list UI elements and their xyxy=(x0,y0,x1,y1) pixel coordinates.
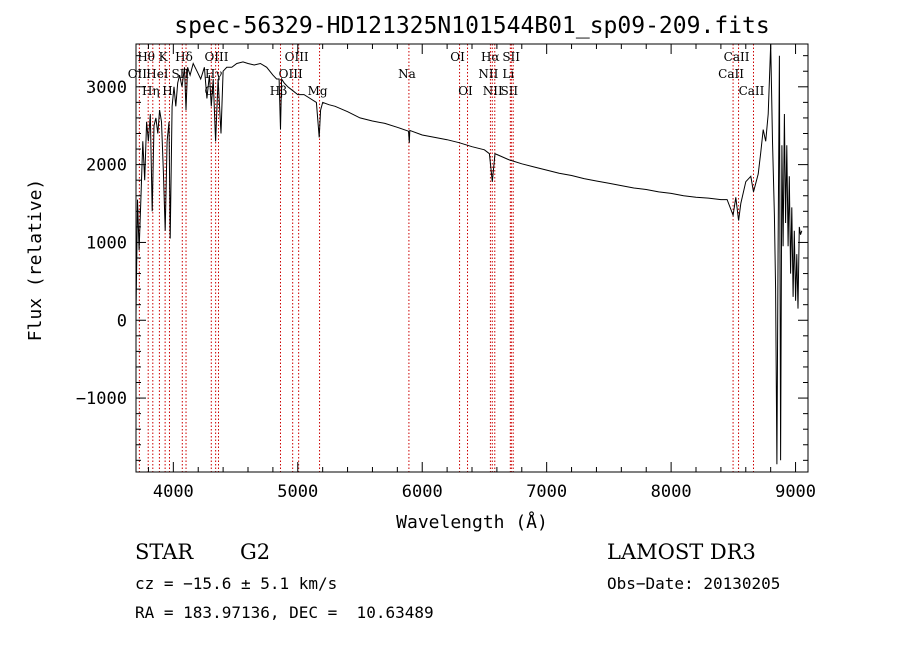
y-tick-label: 3000 xyxy=(86,78,127,98)
x-tick-label: 9000 xyxy=(775,482,816,502)
line-marker-label: H xyxy=(162,84,172,98)
plot-frame xyxy=(135,43,809,473)
line-marker-label: G xyxy=(204,84,214,98)
line-marker-label: CaII xyxy=(739,84,765,98)
object-class: STAR xyxy=(135,540,194,564)
y-tick-label: 2000 xyxy=(86,156,127,176)
chart-title: spec-56329-HD121325N101544B01_sp09-209.f… xyxy=(174,13,769,39)
x-tick-label: 4000 xyxy=(153,482,194,502)
redshift-velocity: cz = −15.6 ± 5.1 km/s xyxy=(135,574,338,593)
line-marker-label: CaII xyxy=(718,67,744,81)
line-marker-label: SII xyxy=(500,84,518,98)
line-marker-label: OIII xyxy=(279,67,303,81)
line-marker-label: CaII xyxy=(724,50,750,64)
x-axis-label: Wavelength (Å) xyxy=(396,511,548,533)
x-tick-label: 5000 xyxy=(277,482,318,502)
line-marker-label: Na xyxy=(398,67,416,81)
line-marker-label: Hγ xyxy=(205,67,223,81)
spectrum-line xyxy=(135,43,803,465)
line-marker-label: Hβ xyxy=(270,84,287,98)
line-marker-label: Hδ xyxy=(175,50,193,64)
line-marker-label: OII xyxy=(128,67,148,81)
observation-date: Obs−Date: 20130205 xyxy=(607,574,781,593)
x-axis-ticks: 4000 5000 6000 7000 8000 9000 xyxy=(147,44,816,502)
line-marker-label: Hθ xyxy=(137,50,155,64)
y-axis-ticks: −1000 0 1000 2000 3000 xyxy=(76,55,808,461)
survey-name: LAMOST DR3 xyxy=(607,540,756,564)
line-marker-label: K xyxy=(159,50,169,64)
y-tick-label: −1000 xyxy=(76,389,127,409)
y-axis-label: Flux (relative) xyxy=(25,179,46,342)
line-marker-label: OI xyxy=(450,50,465,64)
line-marker-label: OIII xyxy=(285,50,309,64)
y-tick-label: 1000 xyxy=(86,233,127,253)
ra-dec-coordinates: RA = 183.97136, DEC = 10.63489 xyxy=(135,603,434,622)
line-marker-label: HeI xyxy=(146,67,169,81)
x-tick-label: 6000 xyxy=(402,482,443,502)
line-marker-label: NII xyxy=(478,67,498,81)
object-subclass: G2 xyxy=(240,540,271,564)
line-marker-label: OI xyxy=(458,84,473,98)
x-tick-label: 7000 xyxy=(526,482,567,502)
line-marker-label: NII xyxy=(483,84,503,98)
line-marker-label: OIII xyxy=(204,50,228,64)
x-tick-label: 8000 xyxy=(651,482,692,502)
line-marker-label: Hη xyxy=(142,84,160,98)
line-marker-label: Hα xyxy=(481,50,500,64)
y-tick-label: 0 xyxy=(117,311,127,331)
line-marker-label: Mg xyxy=(308,84,328,98)
line-marker-label: SII xyxy=(502,50,520,64)
line-marker-label: Li xyxy=(502,67,514,81)
